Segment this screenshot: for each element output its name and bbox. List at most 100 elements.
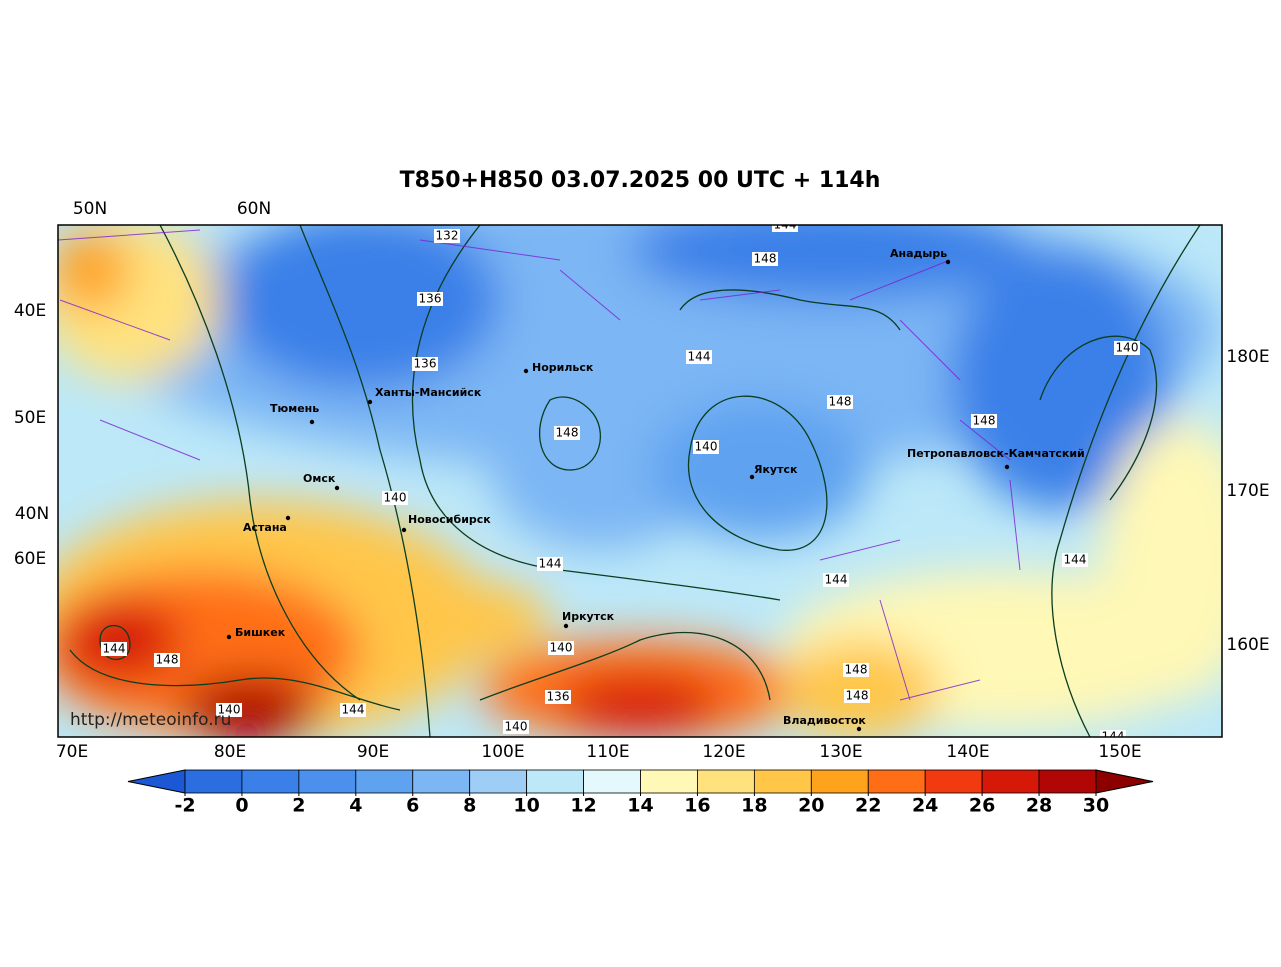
colorbar-label: 24 — [912, 795, 938, 817]
grid-label: 170E — [1226, 481, 1269, 501]
contour-label: 140 — [695, 440, 718, 454]
contour-label: 148 — [846, 689, 869, 703]
contour-label-box — [772, 225, 798, 232]
contour-label-box — [537, 557, 563, 571]
city-label: Новосибирск — [408, 513, 491, 526]
contour-label: 140 — [218, 703, 241, 717]
city-label: Якутск — [754, 463, 798, 476]
contour-label: 132 — [436, 229, 459, 243]
grid-label: 180E — [1226, 347, 1269, 367]
contour-label: 144 — [103, 642, 126, 656]
grid-label: 150E — [1098, 742, 1141, 762]
contour-label: 144 — [1064, 553, 1087, 567]
colorbar-segment — [583, 769, 641, 794]
city-dot — [367, 399, 373, 405]
city-dot — [523, 368, 529, 374]
contour-label: 144 — [342, 703, 365, 717]
borders — [58, 229, 1021, 701]
contour-label-box — [154, 653, 180, 667]
contour-label-box — [382, 491, 408, 505]
contour-label: 148 — [556, 426, 579, 440]
contour-label-box — [693, 440, 719, 454]
colorbar-segment — [412, 769, 471, 794]
contour-label-box — [823, 573, 849, 587]
city-dot — [401, 527, 407, 533]
contour-label-box — [434, 229, 460, 243]
colorbar-label: 0 — [235, 795, 248, 817]
grid-label: 130E — [819, 742, 862, 762]
city-dot — [856, 726, 862, 732]
city-dot — [285, 515, 291, 521]
grid-label: 50N — [73, 199, 107, 219]
contour-label-box — [1114, 341, 1140, 355]
contour-label-box — [216, 703, 242, 717]
colorbar-label: 14 — [627, 795, 653, 817]
temperature-field — [58, 225, 1222, 737]
contour-label-box — [1062, 553, 1088, 567]
contour-label-box — [752, 252, 778, 266]
colorbar-label: 22 — [855, 795, 881, 817]
grid-label: 40E — [14, 301, 46, 321]
colorbar-segment — [355, 769, 414, 794]
colorbar-label: 16 — [684, 795, 710, 817]
grid-label: 120E — [702, 742, 745, 762]
colorbar-label: 6 — [406, 795, 419, 817]
colorbar: -2 0 2 4 6 8 10 12 14 16 18 20 22 24 26 28 30 — [127, 769, 1154, 817]
colorbar-segment — [526, 769, 584, 794]
colorbar-label: 4 — [349, 795, 362, 817]
contour-label-box — [686, 350, 712, 364]
contour-label: 140 — [1116, 341, 1139, 355]
city-dot — [563, 623, 569, 629]
plot-frame — [57, 224, 1223, 738]
colorbar-segment — [924, 769, 983, 794]
contour-label-box — [554, 426, 580, 440]
contour-label-box — [1100, 730, 1126, 737]
contour-label: 148 — [156, 653, 179, 667]
contour-label: 148 — [754, 252, 777, 266]
contour-label: 136 — [419, 292, 442, 306]
colorbar-segment — [469, 769, 528, 794]
grid-label: 110E — [586, 742, 629, 762]
colorbar-segment — [640, 769, 698, 794]
contour-label-box — [843, 663, 869, 677]
colorbar-label: 12 — [570, 795, 596, 817]
contour-label: 144 — [539, 557, 562, 571]
contour-label-box — [417, 292, 443, 306]
contour-label-box — [503, 720, 529, 734]
colorbar-segment — [753, 769, 812, 794]
city-dot — [334, 485, 340, 491]
colorbar-segment — [867, 769, 926, 794]
colorbar-label: 18 — [741, 795, 767, 817]
grid-label: 160E — [1226, 635, 1269, 655]
grid-label: 60E — [14, 549, 46, 569]
contour-label: 140 — [550, 641, 573, 655]
colorbar-label: 28 — [1026, 795, 1052, 817]
grid-label: 50E — [14, 408, 46, 428]
city-label: Омск — [303, 472, 336, 485]
contour-label: 148 — [845, 663, 868, 677]
colorbar-extend-high — [1095, 769, 1154, 794]
map-title: T850+H850 03.07.2025 00 UTC + 114h — [400, 168, 881, 193]
colorbar-segment — [697, 769, 755, 794]
colorbar-label: 30 — [1083, 795, 1109, 817]
grid-label: 100E — [481, 742, 524, 762]
colorbar-segment — [1038, 769, 1097, 794]
contour-label-box — [412, 357, 438, 371]
colorbar-segment — [981, 769, 1040, 794]
contour-label-box — [101, 642, 127, 656]
grid-label: 140E — [946, 742, 989, 762]
city-label: Анадырь — [890, 247, 947, 260]
city-label: Ханты-Мансийск — [375, 386, 482, 399]
grid-label: 70E — [56, 742, 88, 762]
city-label: Бишкек — [235, 626, 286, 639]
colorbar-label: 10 — [513, 795, 539, 817]
city-label: Астана — [243, 521, 287, 534]
city-dot — [226, 634, 232, 640]
contour-label-box — [548, 641, 574, 655]
colorbar-label: 26 — [969, 795, 995, 817]
grid-label: 40N — [15, 504, 49, 524]
colorbar-segment — [810, 769, 869, 794]
contour-label: 140 — [384, 491, 407, 505]
city-dot — [945, 259, 951, 265]
contour-label: 140 — [505, 720, 528, 734]
